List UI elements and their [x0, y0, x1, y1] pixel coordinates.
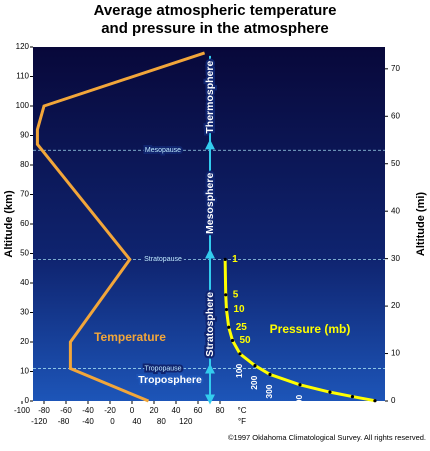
x-tick-label: -60 — [60, 406, 72, 415]
pause-label: Mesopause — [145, 147, 181, 154]
x-tick-label: -40 — [82, 406, 94, 415]
pressure-point — [298, 383, 302, 387]
y-tick-label: 110 — [16, 72, 29, 81]
pause-label: Tropopause — [144, 365, 181, 372]
y-tick-label: 50 — [20, 249, 29, 258]
pressure-point — [253, 364, 257, 368]
y2-tick-label: 70 — [391, 64, 400, 73]
y2-tick-label: 10 — [391, 349, 400, 358]
x-tick-label: -20 — [104, 406, 116, 415]
layer-label: Stratosphere — [204, 292, 216, 357]
footer: ©1997 Oklahoma Climatological Survey. Al… — [228, 433, 426, 442]
y-tick-label: 10 — [20, 367, 29, 376]
f-tick-label: -40 — [82, 417, 94, 426]
chart-title: and pressure in the atmosphere — [101, 20, 329, 37]
pressure-label: 850 — [347, 406, 357, 420]
pressure-label: 200 — [249, 375, 259, 389]
pause-label: Stratopause — [144, 256, 182, 263]
y2-axis-label: Altitude (mi) — [415, 192, 427, 256]
pressure-label: 300 — [264, 384, 274, 398]
y2-tick-label: 0 — [391, 396, 396, 405]
pressure-label: 5 — [233, 289, 239, 300]
pressure-point — [328, 390, 332, 394]
y-tick-label: 30 — [20, 308, 29, 317]
y-axis-label: Altitude (km) — [3, 190, 15, 258]
pressure-label: 50 — [239, 335, 251, 346]
f-tick-label: -80 — [58, 417, 70, 426]
y2-tick-label: 50 — [391, 159, 400, 168]
x-tick-label: 80 — [216, 406, 225, 415]
pressure-point — [268, 372, 272, 377]
pressure-point — [224, 293, 228, 297]
y-tick-label: 20 — [20, 337, 29, 346]
pressure-label: 25 — [236, 322, 248, 333]
x-tick-label: 60 — [194, 406, 203, 415]
temperature-line — [35, 51, 206, 403]
pressure-point — [224, 307, 229, 312]
pressure-label: 700 — [324, 402, 334, 416]
pressure-label: 500 — [294, 395, 304, 409]
pressure-point — [373, 399, 377, 403]
y-tick-label: 120 — [16, 42, 30, 51]
y2-tick-label: 30 — [391, 254, 400, 263]
f-tick-label: 40 — [132, 417, 141, 426]
layer-label: Mesosphere — [204, 173, 216, 234]
chart-title: Average atmospheric temperature — [94, 2, 337, 19]
x-tick-label: 0 — [130, 406, 135, 415]
y-tick-label: 100 — [16, 101, 30, 110]
layer-label: Troposphere — [138, 374, 202, 386]
x-unit: °C — [238, 406, 247, 415]
y-tick-label: 90 — [20, 131, 29, 140]
y2-tick-label: 60 — [391, 111, 400, 120]
pressure-label: 10 — [233, 304, 245, 315]
legend-label: Temperature — [94, 330, 166, 344]
x-tick-label: 40 — [172, 406, 181, 415]
y-tick-label: 70 — [20, 190, 29, 199]
pressure-point — [227, 325, 231, 329]
pressure-line — [223, 259, 376, 403]
pressure-label: 1 — [232, 254, 238, 265]
pressure-point — [350, 394, 355, 399]
y2-tick-label: 20 — [391, 301, 400, 310]
pressure-point — [230, 338, 235, 343]
y-tick-label: 60 — [20, 219, 29, 228]
f-unit: °F — [238, 417, 246, 426]
x-tick-label: -80 — [38, 406, 50, 415]
x-tick-label: 20 — [150, 406, 159, 415]
x-tick-label: -100 — [14, 406, 31, 415]
pressure-label: 100 — [234, 364, 244, 378]
y-tick-label: 40 — [20, 278, 29, 287]
y-tick-label: 80 — [20, 160, 29, 169]
f-tick-label: 80 — [157, 417, 166, 426]
legend-label: Pressure (mb) — [270, 322, 351, 336]
f-tick-label: -120 — [31, 417, 48, 426]
y-tick-label: 0 — [25, 396, 30, 405]
f-tick-label: 120 — [179, 417, 193, 426]
pressure-point — [238, 352, 242, 356]
f-tick-label: 0 — [110, 417, 115, 426]
layer-label: Thermosphere — [204, 61, 216, 134]
pressure-label: 1000 — [369, 410, 379, 429]
y2-tick-label: 40 — [391, 206, 400, 215]
pressure-point — [223, 257, 227, 261]
